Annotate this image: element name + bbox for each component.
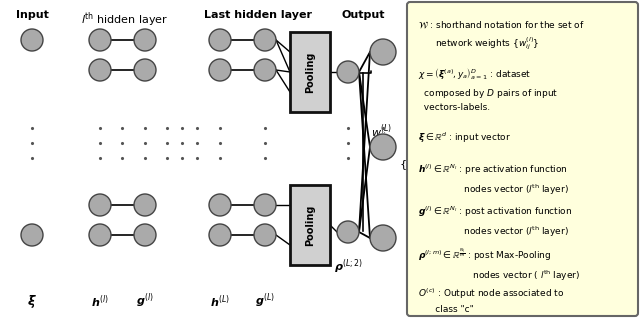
Text: $\boldsymbol{g}^{(l)} \in \mathbb{R}^{N_l}$ : post activation function
         : $\boldsymbol{g}^{(l)} \in \mathbb{R}^{N_…: [418, 205, 572, 239]
Text: Pooling: Pooling: [305, 204, 315, 246]
Circle shape: [254, 59, 276, 81]
Circle shape: [370, 225, 396, 251]
Text: $\{O^{(c)}\}_{c=0}^{1}$: $\{O^{(c)}\}_{c=0}^{1}$: [399, 155, 454, 175]
Text: Pooling: Pooling: [305, 51, 315, 93]
Circle shape: [254, 194, 276, 216]
Text: $\boldsymbol{h}^{(l)} \in \mathbb{R}^{N_l}$ : pre activation function
          : $\boldsymbol{h}^{(l)} \in \mathbb{R}^{N_…: [418, 163, 569, 197]
Circle shape: [21, 29, 43, 51]
Text: $\boldsymbol{\xi} \in \mathbb{R}^d$ : input vector: $\boldsymbol{\xi} \in \mathbb{R}^d$ : in…: [418, 131, 511, 145]
Circle shape: [89, 224, 111, 246]
Circle shape: [370, 39, 396, 65]
Circle shape: [209, 29, 231, 51]
Text: $\boldsymbol{h}^{(l)}$: $\boldsymbol{h}^{(l)}$: [92, 293, 109, 310]
FancyBboxPatch shape: [290, 32, 330, 112]
FancyBboxPatch shape: [407, 2, 638, 316]
Text: Output: Output: [341, 10, 385, 20]
Text: $l^{\mathrm{th}}$ hidden layer: $l^{\mathrm{th}}$ hidden layer: [81, 10, 169, 29]
Circle shape: [89, 194, 111, 216]
Circle shape: [89, 59, 111, 81]
Text: $\boldsymbol{h}^{(L)}$: $\boldsymbol{h}^{(L)}$: [210, 293, 230, 310]
Circle shape: [337, 61, 359, 83]
FancyBboxPatch shape: [290, 185, 330, 265]
Text: $\boldsymbol{g}^{(l)}$: $\boldsymbol{g}^{(l)}$: [136, 291, 154, 310]
Circle shape: [134, 194, 156, 216]
Text: Last hidden layer: Last hidden layer: [204, 10, 312, 20]
Text: $\boldsymbol{\rho}^{(l;m)} \in \mathbb{R}^{\frac{N_l}{m}}$ : post Max-Pooling
  : $\boldsymbol{\rho}^{(l;m)} \in \mathbb{R…: [418, 247, 580, 283]
Text: $w_{ij}^{(L)}$: $w_{ij}^{(L)}$: [371, 122, 392, 146]
Circle shape: [254, 29, 276, 51]
Text: $\mathcal{W}$ : shorthand notation for the set of
      network weights $\{w_{ij: $\mathcal{W}$ : shorthand notation for t…: [418, 19, 585, 52]
Text: Input: Input: [15, 10, 49, 20]
Circle shape: [21, 224, 43, 246]
Circle shape: [254, 224, 276, 246]
Text: $\boldsymbol{\xi}$: $\boldsymbol{\xi}$: [27, 293, 37, 310]
Circle shape: [134, 224, 156, 246]
Text: $\boldsymbol{\rho}^{(L;2)}$: $\boldsymbol{\rho}^{(L;2)}$: [333, 257, 362, 276]
Circle shape: [134, 59, 156, 81]
Circle shape: [370, 134, 396, 160]
Circle shape: [134, 29, 156, 51]
Circle shape: [209, 224, 231, 246]
Text: $\chi = \left(\boldsymbol{\xi}^{(a)}, y_a\right)_{a=1}^{D}$ : dataset
  composed: $\chi = \left(\boldsymbol{\xi}^{(a)}, y_…: [418, 67, 558, 112]
Text: $O^{(c)}$ : Output node associated to
      class "c": $O^{(c)}$ : Output node associated to cl…: [418, 287, 564, 314]
Circle shape: [209, 59, 231, 81]
Circle shape: [337, 221, 359, 243]
Circle shape: [209, 194, 231, 216]
Text: $\boldsymbol{g}^{(L)}$: $\boldsymbol{g}^{(L)}$: [255, 291, 275, 310]
Circle shape: [89, 29, 111, 51]
